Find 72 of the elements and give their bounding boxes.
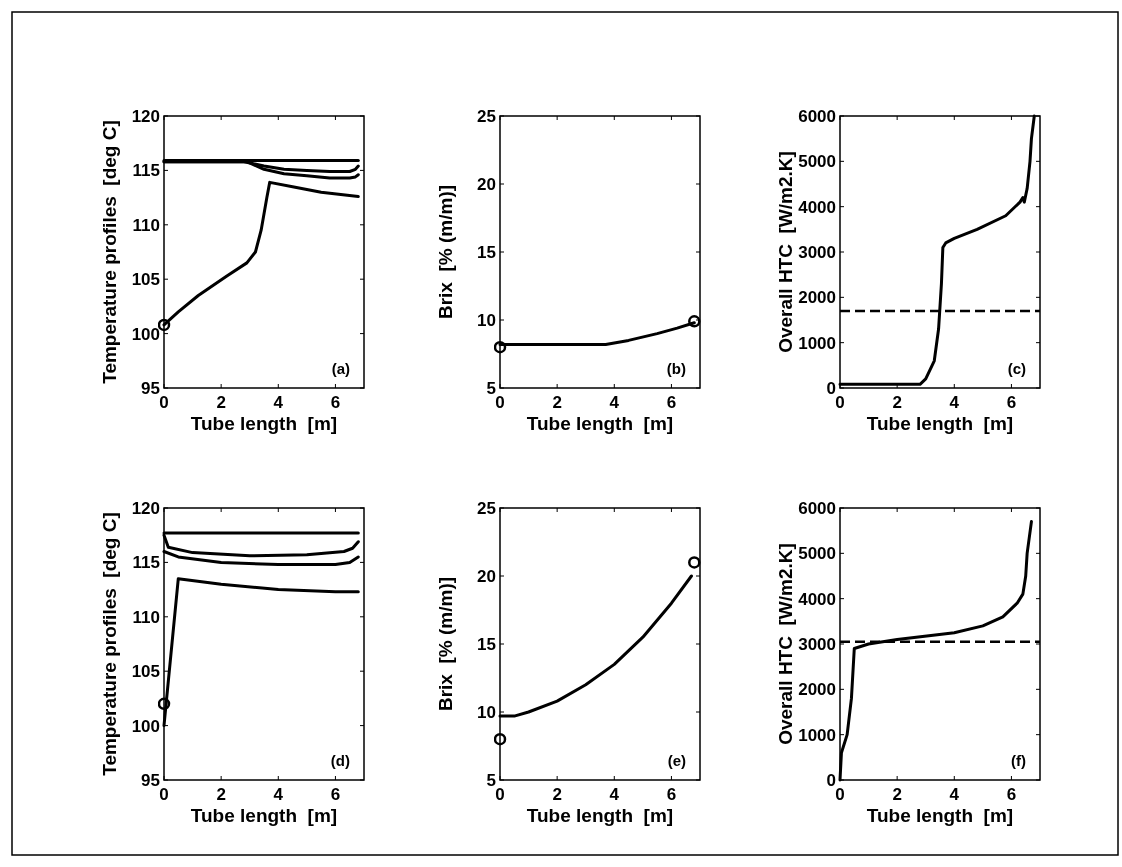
y-tick-label: 10: [477, 311, 496, 330]
x-tick-label: 4: [609, 785, 620, 804]
x-tick-label: 4: [273, 785, 284, 804]
x-tick-label: 4: [273, 393, 284, 412]
x-tick-label: 6: [666, 785, 677, 804]
y-axis-title: Temperature profiles [deg C]: [99, 512, 120, 776]
y-tick-label: 15: [477, 243, 496, 262]
y-tick-label: 15: [477, 635, 496, 654]
y-tick-label: 3000: [798, 635, 836, 654]
y-axis-title: Overall HTC [W/m2.K]: [775, 543, 796, 745]
x-tick-label: 2: [216, 393, 226, 412]
y-tick-label: 105: [131, 270, 160, 290]
annotation: (f): [1011, 752, 1026, 769]
annotation: (b): [666, 360, 686, 377]
x-axis-title: Tube length [m]: [190, 413, 338, 434]
y-tick-label: 95: [141, 771, 160, 790]
y-tick-label: 4000: [798, 589, 836, 609]
x-axis-title: Tube length [m]: [866, 413, 1014, 434]
x-tick-label: 6: [330, 393, 341, 412]
y-axis-title: Overall HTC [W/m2.K]: [775, 151, 796, 353]
x-tick-label: 2: [552, 785, 562, 804]
y-tick-label: 2000: [798, 680, 836, 700]
y-tick-label: 2000: [798, 288, 836, 308]
y-tick-label: 100: [131, 324, 160, 344]
y-tick-label: 5000: [798, 544, 836, 564]
x-axis-title: Tube length [m]: [866, 805, 1014, 826]
y-tick-label: 1000: [798, 333, 836, 353]
x-tick-label: 2: [892, 785, 902, 804]
y-tick-label: 120: [131, 499, 160, 518]
x-tick-label: 4: [949, 393, 960, 412]
x-tick-label: 6: [1006, 785, 1017, 804]
y-tick-label: 6000: [798, 499, 836, 518]
y-tick-label: 115: [132, 553, 160, 573]
x-tick-label: 6: [330, 785, 341, 804]
x-axis-title: Tube length [m]: [526, 805, 674, 826]
y-tick-label: 20: [477, 175, 496, 194]
y-tick-label: 25: [477, 107, 496, 126]
x-axis-title: Tube length [m]: [190, 805, 338, 826]
y-tick-label: 95: [141, 379, 160, 398]
x-tick-label: 6: [1006, 393, 1017, 412]
y-tick-label: 6000: [798, 107, 836, 126]
x-tick-label: 2: [216, 785, 226, 804]
annotation: (e): [667, 752, 686, 769]
y-tick-label: 110: [132, 215, 160, 235]
x-tick-label: 6: [666, 393, 677, 412]
y-tick-label: 100: [131, 716, 160, 736]
x-tick-label: 4: [949, 785, 960, 804]
y-tick-label: 115: [132, 161, 160, 181]
x-tick-label: 4: [609, 393, 620, 412]
y-tick-label: 4000: [798, 197, 836, 217]
y-axis-title: Temperature profiles [deg C]: [99, 120, 120, 384]
y-tick-label: 0: [826, 771, 836, 790]
y-tick-label: 3000: [798, 243, 836, 262]
x-axis-title: Tube length [m]: [526, 413, 674, 434]
y-axis-title: Brix [% (m/m)]: [435, 184, 456, 320]
y-axis-title: Brix [% (m/m)]: [435, 576, 456, 712]
annotation: (a): [331, 360, 350, 377]
y-tick-label: 1000: [798, 725, 836, 745]
x-tick-label: 2: [892, 393, 902, 412]
x-tick-label: 2: [552, 393, 562, 412]
y-tick-label: 10: [477, 703, 496, 722]
y-tick-label: 5: [486, 379, 496, 398]
y-tick-label: 0: [826, 379, 836, 398]
y-tick-label: 120: [131, 107, 160, 126]
y-tick-label: 110: [132, 607, 160, 627]
y-tick-label: 105: [131, 662, 160, 682]
annotation: (d): [330, 752, 350, 769]
y-tick-label: 20: [477, 567, 496, 586]
y-tick-label: 5000: [798, 152, 836, 172]
y-tick-label: 5: [486, 771, 496, 790]
y-tick-label: 25: [477, 499, 496, 518]
annotation: (c): [1007, 360, 1026, 377]
